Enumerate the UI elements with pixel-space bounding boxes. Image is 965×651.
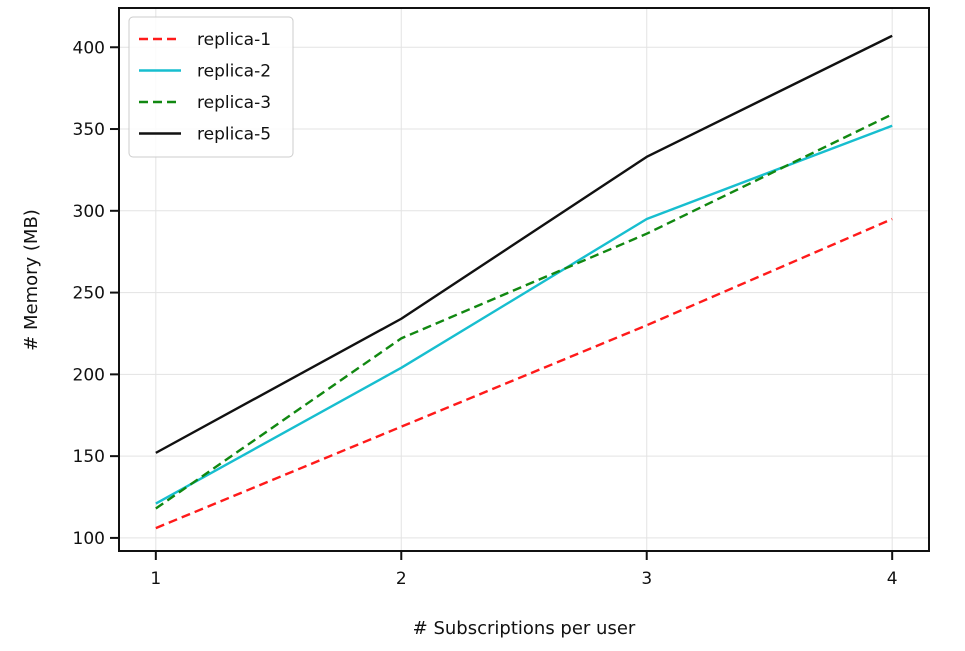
y-tick-label: 150 <box>73 447 105 467</box>
legend: replica-1 replica-2 replica-3 replica-5 <box>128 16 294 158</box>
series-line-replica-2 <box>155 124 893 505</box>
y-tick-label: 200 <box>73 365 105 385</box>
series-line-replica-5 <box>155 34 893 454</box>
y-axis-label: # Memory (MB) <box>21 209 42 351</box>
x-tick-label: 1 <box>150 569 161 589</box>
series-lines <box>155 34 893 530</box>
y-tick-label: 350 <box>73 120 105 140</box>
series-line-replica-3 <box>155 113 893 510</box>
legend-label-replica-1: replica-1 <box>197 30 271 50</box>
x-axis-label: # Subscriptions per user <box>413 618 636 639</box>
y-tick-label: 300 <box>73 202 105 222</box>
x-tick-label: 3 <box>641 569 652 589</box>
legend-label-replica-3: replica-3 <box>197 93 271 113</box>
x-tick-label: 2 <box>396 569 407 589</box>
plot-frame <box>118 7 930 552</box>
y-tick-label: 250 <box>73 284 105 304</box>
y-tick-label: 100 <box>73 529 105 549</box>
legend-label-replica-2: replica-2 <box>197 62 271 82</box>
legend-box <box>128 16 294 158</box>
x-tick-label: 4 <box>887 569 898 589</box>
axis-ticks: 1 2 3 4 100 150 200 250 300 350 400 <box>73 38 898 589</box>
series-line-replica-1 <box>155 217 893 530</box>
legend-items: replica-1 replica-2 replica-3 replica-5 <box>139 30 271 145</box>
y-tick-label: 400 <box>73 38 105 58</box>
legend-label-replica-5: replica-5 <box>197 125 271 145</box>
